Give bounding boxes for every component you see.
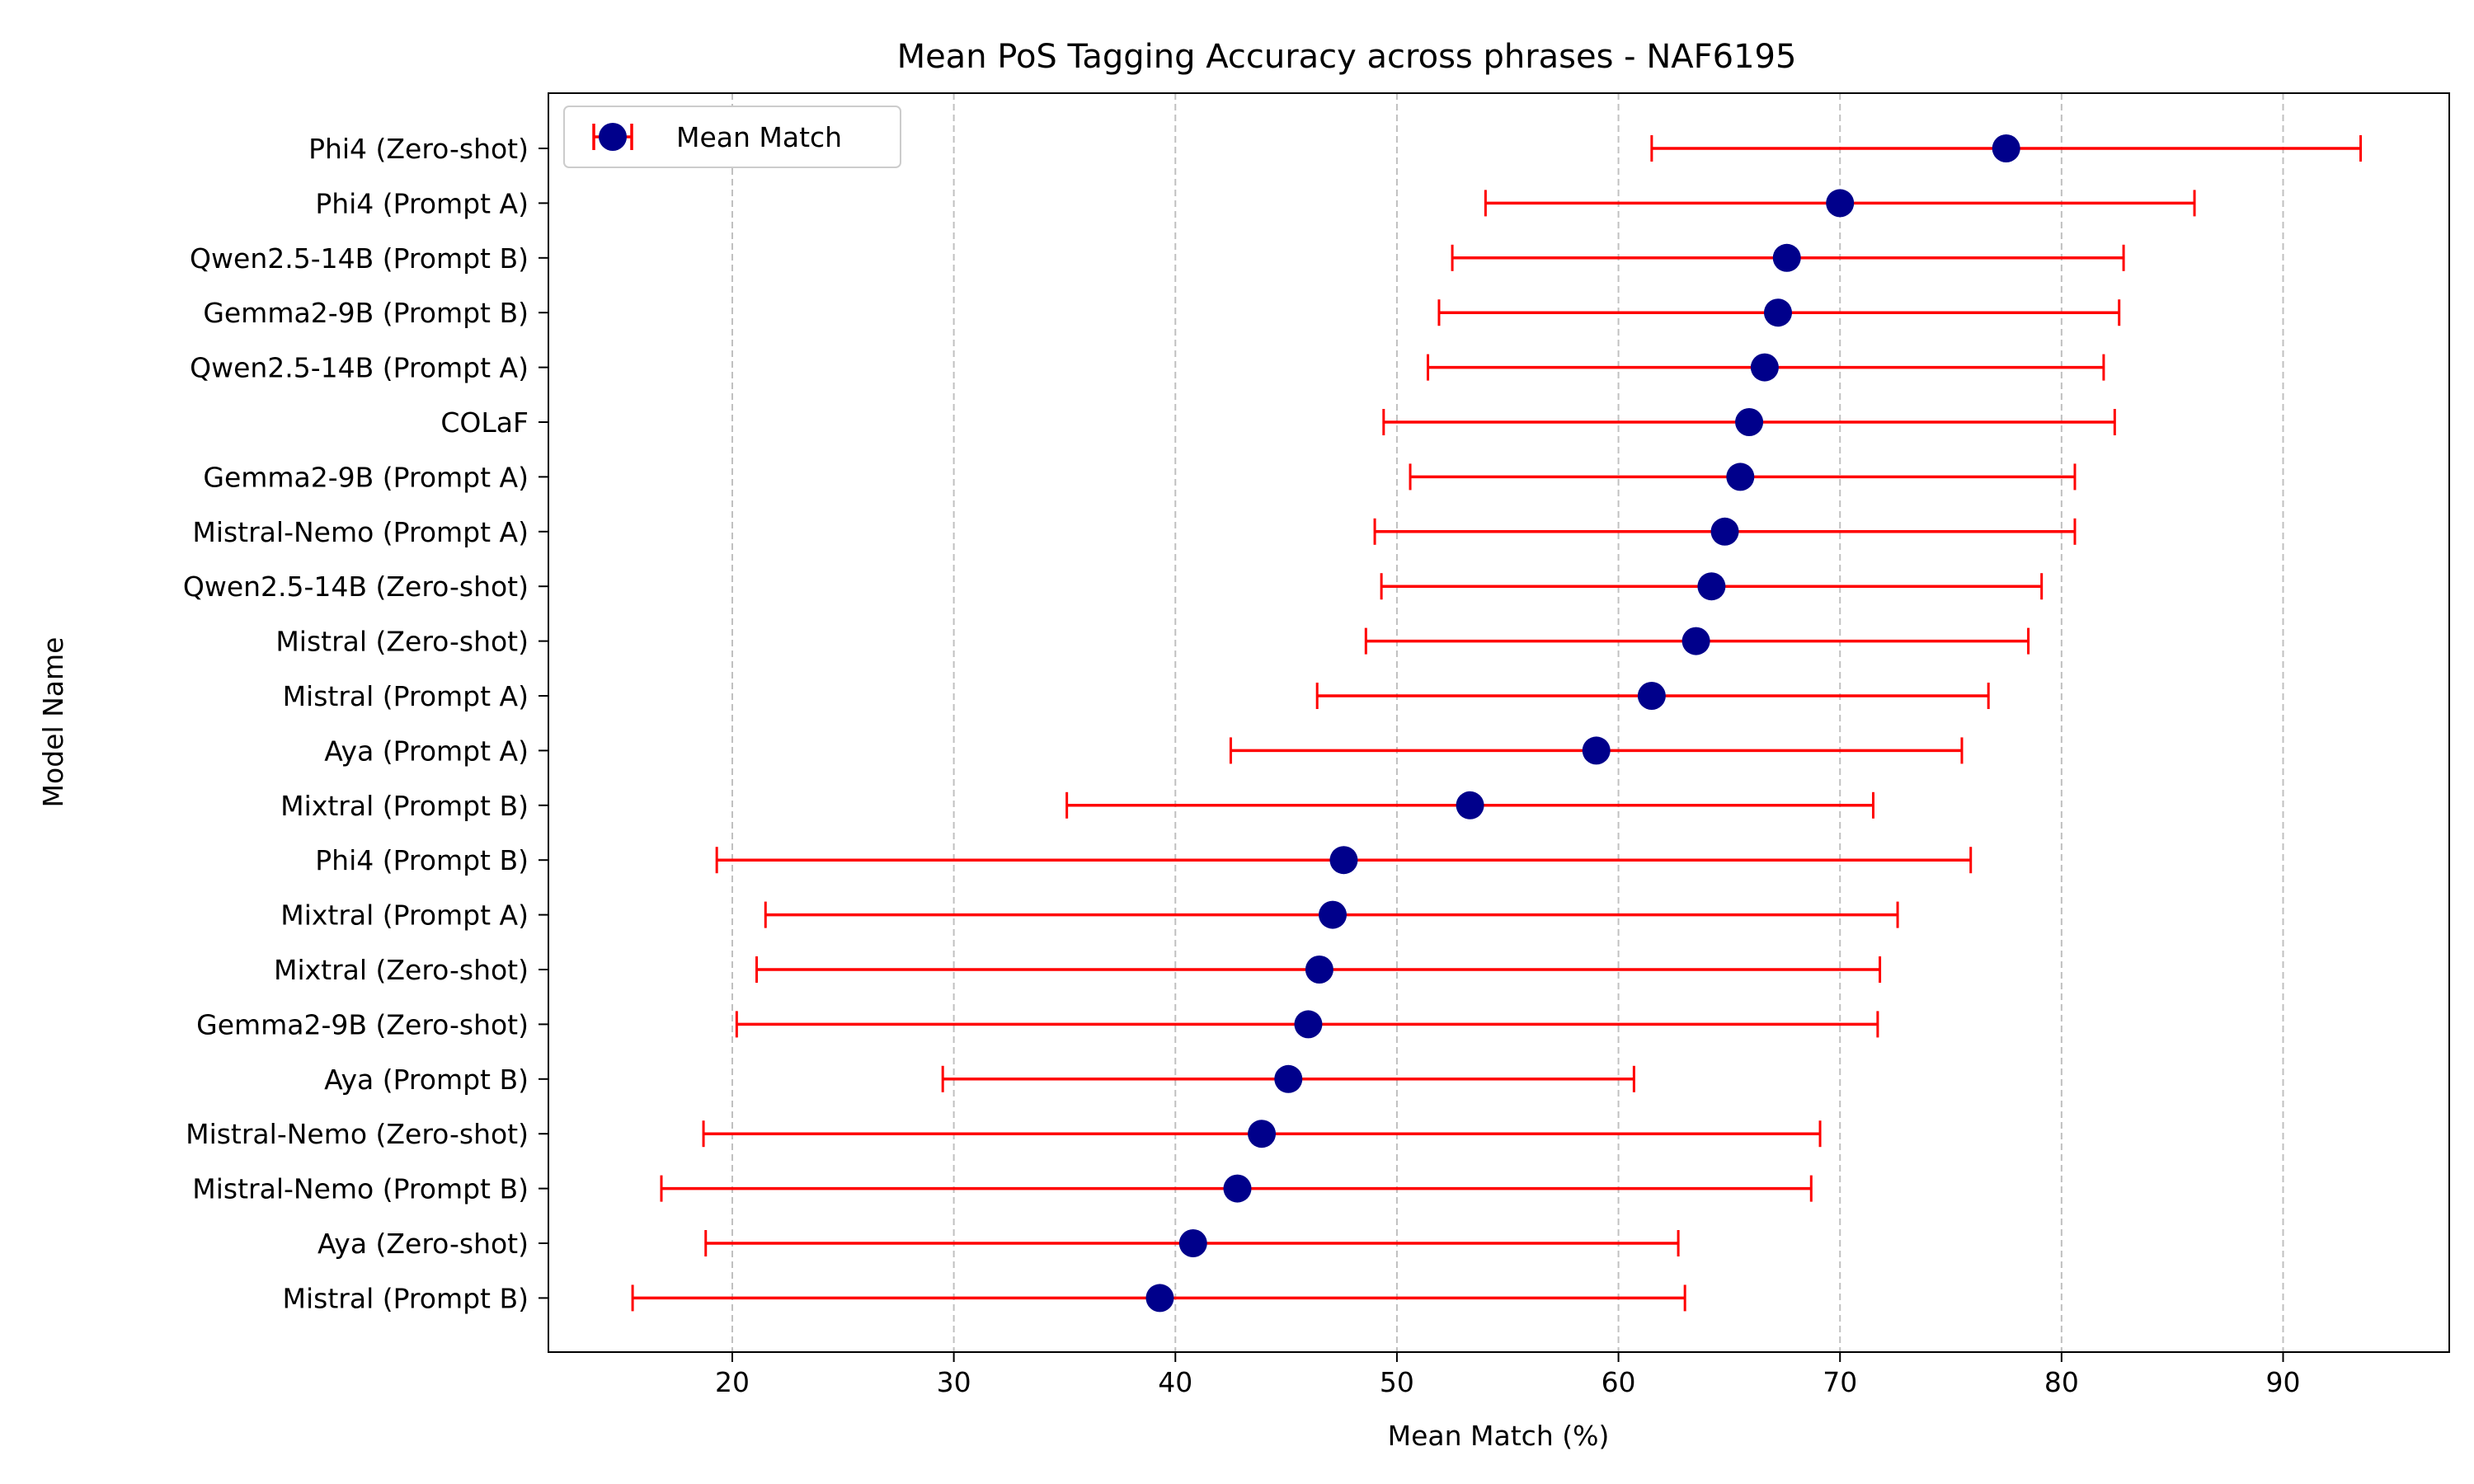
legend-marker xyxy=(599,123,627,151)
mean-marker xyxy=(1329,846,1358,875)
y-tick-label: Mistral-Nemo (Zero-shot) xyxy=(186,1118,529,1150)
mean-marker xyxy=(1274,1064,1303,1093)
mean-marker xyxy=(1772,243,1801,272)
y-tick-label: Gemma2-9B (Prompt B) xyxy=(203,297,529,329)
y-tick-label: Aya (Prompt B) xyxy=(324,1064,529,1096)
y-tick-label: Qwen2.5-14B (Prompt B) xyxy=(190,242,529,275)
x-tick-label: 40 xyxy=(1158,1366,1192,1398)
mean-marker xyxy=(1735,408,1764,436)
x-axis-label: Mean Match (%) xyxy=(1388,1420,1610,1452)
y-tick-label: Mistral (Prompt A) xyxy=(283,680,529,712)
chart-title: Mean PoS Tagging Accuracy across phrases… xyxy=(897,38,1797,76)
mean-marker xyxy=(1726,463,1755,491)
x-tick-label: 90 xyxy=(2266,1366,2301,1398)
mean-marker xyxy=(1178,1229,1207,1257)
grid-layer xyxy=(731,93,2284,1352)
mean-marker xyxy=(1763,298,1792,327)
y-tick-label: Gemma2-9B (Zero-shot) xyxy=(196,1008,529,1040)
x-axis-ticks: 20 30 40 50 60 70 80 90 xyxy=(715,1352,2301,1398)
y-tick-label: Aya (Zero-shot) xyxy=(317,1228,529,1260)
y-tick-label: Mixtral (Prompt B) xyxy=(280,790,529,822)
legend-entry-mean-match: Mean Match xyxy=(676,121,842,153)
mean-marker xyxy=(1750,353,1779,382)
mean-marker xyxy=(1697,572,1726,601)
mean-marker xyxy=(1582,736,1611,765)
mean-marker xyxy=(1223,1174,1252,1203)
y-tick-label: Qwen2.5-14B (Prompt A) xyxy=(190,352,529,384)
x-tick-label: 50 xyxy=(1380,1366,1414,1398)
legend: Mean Match xyxy=(563,106,901,168)
mean-marker xyxy=(1826,189,1855,218)
x-tick-label: 60 xyxy=(1602,1366,1636,1398)
mean-marker xyxy=(1248,1120,1277,1148)
y-tick-label: Mixtral (Prompt A) xyxy=(280,899,529,932)
x-tick-label: 30 xyxy=(937,1366,971,1398)
plot-frame xyxy=(548,92,2450,1353)
mean-marker xyxy=(1637,682,1666,710)
marker-layer xyxy=(1145,134,2020,1313)
x-tick-label: 20 xyxy=(715,1366,750,1398)
y-tick-label: Gemma2-9B (Prompt A) xyxy=(203,461,529,493)
y-tick-label: Mistral (Prompt B) xyxy=(283,1282,529,1314)
mean-marker xyxy=(1456,791,1484,819)
mean-marker xyxy=(1145,1284,1174,1313)
y-tick-label: Mistral (Zero-shot) xyxy=(275,626,529,658)
y-tick-label: Mixtral (Zero-shot) xyxy=(274,954,529,986)
y-tick-label: Phi4 (Prompt B) xyxy=(315,844,529,876)
y-axis-label: Model Name xyxy=(37,637,69,808)
y-tick-label: Qwen2.5-14B (Zero-shot) xyxy=(183,571,529,603)
y-tick-label: Mistral-Nemo (Prompt B) xyxy=(192,1173,529,1205)
x-tick-label: 70 xyxy=(1823,1366,1857,1398)
y-tick-label: Mistral-Nemo (Prompt A) xyxy=(192,516,529,548)
mean-marker xyxy=(1992,134,2020,162)
x-tick-label: 80 xyxy=(2044,1366,2079,1398)
y-tick-label: COLaF xyxy=(440,406,529,439)
legend-box xyxy=(563,106,901,168)
mean-marker xyxy=(1305,956,1333,984)
y-tick-label: Phi4 (Zero-shot) xyxy=(308,133,529,165)
mean-marker xyxy=(1294,1010,1323,1039)
y-axis-ticks: Phi4 (Zero-shot) Phi4 (Prompt A) Qwen2.5-1… xyxy=(183,133,548,1314)
mean-marker xyxy=(1319,900,1348,929)
mean-marker xyxy=(1710,517,1739,546)
mean-marker xyxy=(1681,627,1710,655)
y-tick-label: Phi4 (Prompt A) xyxy=(315,187,529,219)
y-tick-label: Aya (Prompt A) xyxy=(324,735,529,767)
